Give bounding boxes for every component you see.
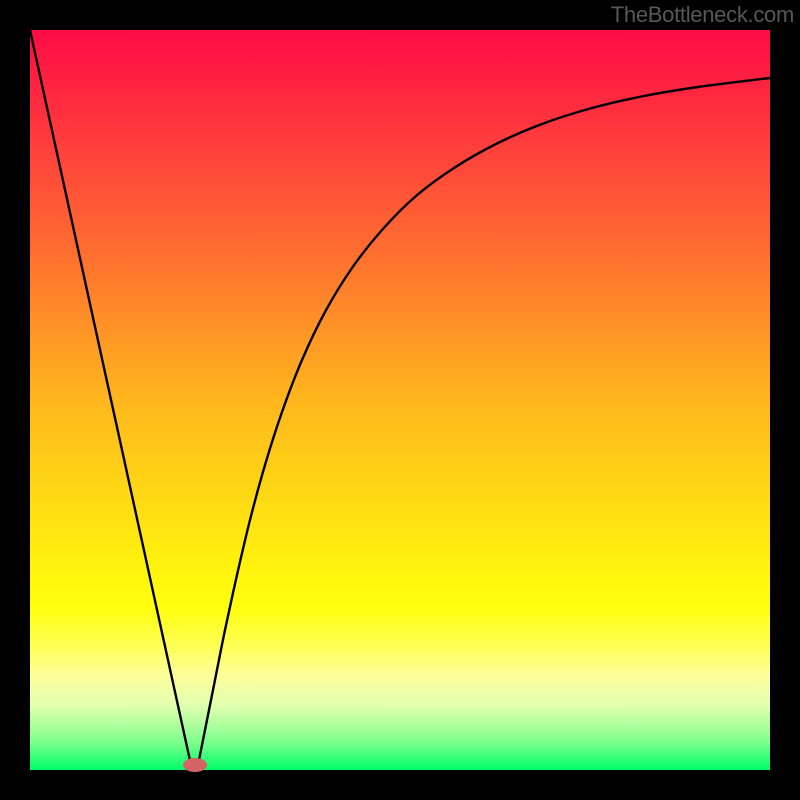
plot-area	[30, 30, 770, 770]
curve-left-branch	[30, 30, 191, 765]
minimum-marker	[183, 758, 207, 772]
curve-right-branch	[198, 78, 770, 765]
chart-container: TheBottleneck.com	[0, 0, 800, 800]
watermark-text: TheBottleneck.com	[611, 0, 800, 28]
curve-layer	[30, 30, 770, 770]
